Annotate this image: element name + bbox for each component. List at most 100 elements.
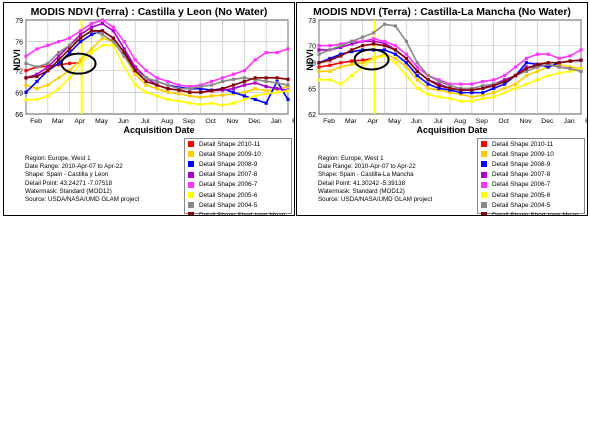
x-tick-label: Nov — [519, 118, 532, 125]
data-point — [382, 22, 387, 26]
legend-item: Detail Shape 2009-10 — [185, 149, 291, 159]
legend-item: Detail Shape 2009-10 — [478, 149, 584, 159]
data-point — [437, 88, 441, 92]
data-point — [253, 87, 257, 91]
data-point — [492, 95, 496, 99]
data-point — [361, 44, 365, 48]
data-point — [339, 44, 343, 48]
meta-detail-point: Detail Point: 43.24271 -7.07518 — [25, 179, 113, 187]
data-point — [415, 65, 419, 69]
data-point — [275, 50, 279, 55]
data-point — [382, 39, 387, 43]
chart-metadata: Region: Europe, West 1 Date Range: 2010-… — [25, 155, 139, 204]
legend-swatch — [481, 181, 487, 188]
data-point — [24, 97, 28, 102]
data-point — [393, 61, 398, 65]
data-point — [470, 82, 474, 86]
data-point — [111, 29, 115, 33]
data-point — [557, 62, 561, 67]
data-point — [57, 58, 61, 62]
x-tick-label: Jun — [118, 118, 129, 125]
data-point — [68, 76, 72, 80]
data-point — [155, 87, 159, 91]
data-point — [57, 50, 61, 55]
data-point — [242, 97, 246, 102]
data-point — [199, 103, 203, 107]
x-tick-label: Sep — [183, 118, 195, 125]
data-point — [404, 52, 408, 56]
series-line — [318, 57, 374, 68]
data-point — [209, 83, 214, 87]
legend-item: Detail Shape 2004-5 — [478, 200, 584, 210]
x-tick-label: Apr — [367, 118, 378, 125]
data-point — [513, 65, 518, 69]
data-point — [557, 61, 561, 65]
data-point — [155, 94, 159, 98]
data-point — [470, 95, 474, 99]
data-point — [437, 79, 441, 84]
data-point — [568, 65, 572, 69]
data-point — [579, 67, 583, 72]
data-point — [393, 56, 398, 61]
meta-shape: Shape: Spain - Castilla y Leon — [25, 171, 109, 179]
x-tick-label: May — [95, 118, 108, 125]
data-point — [382, 52, 387, 56]
data-point — [437, 82, 441, 86]
y-tick-label: 66 — [15, 112, 23, 119]
data-point — [220, 93, 225, 97]
data-point — [317, 65, 321, 69]
x-tick-label: Dec — [248, 118, 261, 125]
data-point — [253, 58, 257, 62]
data-point — [199, 90, 203, 94]
data-point — [579, 69, 583, 73]
data-point — [57, 87, 61, 91]
data-point — [393, 24, 398, 28]
data-point — [393, 48, 398, 52]
data-point — [502, 86, 507, 90]
data-point — [568, 69, 572, 73]
data-point — [524, 82, 529, 86]
legend-swatch — [481, 151, 487, 158]
data-point — [100, 18, 105, 22]
data-point — [393, 52, 398, 56]
meta-detail-point: Detail Point: 41.30242 -5.39138 — [318, 179, 406, 187]
data-point — [448, 84, 452, 88]
x-tick-label: Apr — [74, 118, 85, 125]
data-point — [35, 87, 39, 91]
data-point — [404, 56, 408, 61]
x-tick-label: Feb — [30, 118, 42, 125]
legend-swatch — [188, 161, 194, 168]
data-point — [188, 84, 192, 89]
data-point — [122, 65, 126, 69]
x-tick-label: Feb — [292, 118, 294, 125]
data-point — [328, 56, 332, 61]
data-point — [459, 92, 463, 96]
legend-item: Detail Shape 2006-7 — [185, 180, 291, 190]
data-point — [448, 82, 452, 86]
data-point — [24, 54, 28, 58]
data-point — [459, 86, 463, 90]
data-point — [546, 73, 550, 78]
data-point — [209, 89, 214, 93]
legend-label: Detail Shape 2005-6 — [199, 191, 258, 199]
data-point — [253, 97, 257, 102]
data-point — [100, 29, 105, 33]
data-point — [535, 78, 539, 82]
highlight-ellipse — [353, 48, 390, 71]
data-point — [78, 61, 83, 65]
data-point — [68, 47, 72, 51]
data-point — [382, 44, 387, 48]
data-point — [426, 92, 430, 96]
data-point — [350, 62, 354, 67]
data-point — [328, 69, 332, 73]
data-point — [470, 88, 474, 92]
data-point — [415, 78, 419, 82]
data-point — [220, 103, 225, 107]
data-point — [524, 65, 529, 69]
data-point — [78, 32, 83, 37]
chart-title: MODIS NDVI (Terra) : Castilla-La Mancha … — [313, 6, 571, 18]
data-point — [57, 61, 61, 65]
data-point — [317, 52, 321, 56]
data-point — [144, 90, 148, 94]
data-point — [350, 73, 354, 78]
